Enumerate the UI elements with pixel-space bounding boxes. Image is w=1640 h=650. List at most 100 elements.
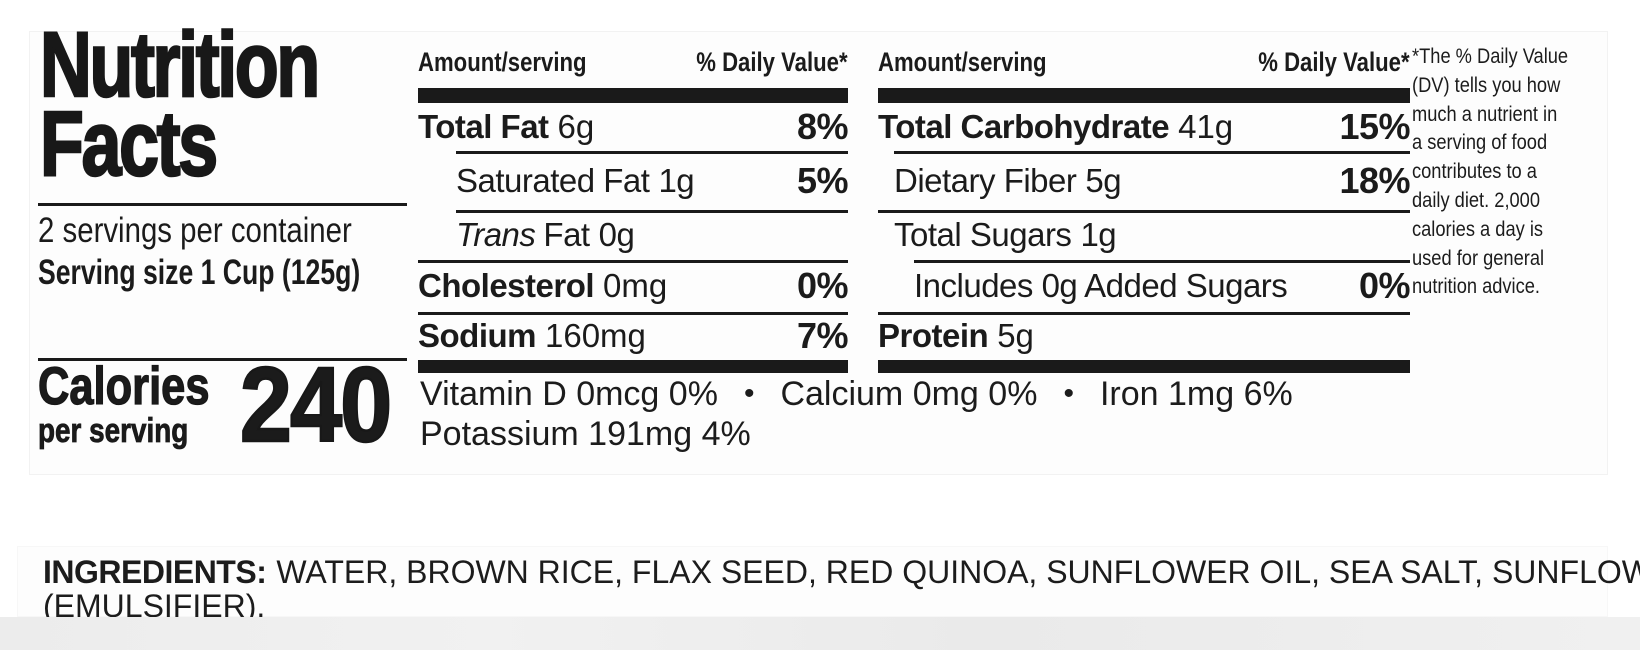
nutrient-amount: 160mg (545, 317, 646, 354)
nutrient-row-total-carbohydrate: Total Carbohydrate 41g 15% (878, 103, 1410, 151)
footnote-line: (DV) tells you how (1412, 72, 1561, 97)
bullet-separator: • (743, 377, 755, 410)
nutrient-name: Total Fat 6g (418, 108, 594, 146)
nutrient-row-added-sugars: Includes 0g Added Sugars 0% (878, 260, 1411, 312)
footnote-line: *The % Daily Value (1412, 44, 1569, 68)
nutrient-label: Saturated Fat (456, 161, 650, 199)
row-divider (878, 210, 1410, 213)
nutrient-label: Includes 0g Added Sugars (914, 267, 1288, 304)
nutrient-row-cholesterol: Cholesterol 0mg 0% (418, 260, 849, 312)
thick-divider (418, 360, 848, 373)
nutrient-amount: 1g (1080, 216, 1117, 253)
amount-per-serving-header: Amount/serving (878, 47, 1047, 77)
nutrient-row-trans-fat: Trans Fat 0g (418, 210, 848, 260)
nutrient-amount: 5g (1085, 161, 1122, 199)
nutrient-column-2: Amount/serving % Daily Value* Total Carb… (878, 48, 1411, 389)
divider-under-title (38, 203, 407, 206)
column-1-header: Amount/serving % Daily Value* (418, 48, 848, 78)
nutrient-name: Protein 5g (878, 317, 1034, 355)
nutrient-name: Total Sugars 1g (894, 216, 1117, 254)
nutrient-label: Total Fat (418, 108, 549, 145)
nutrient-name: Trans Fat 0g (456, 216, 635, 254)
nutrient-amount: 0mg (603, 267, 668, 304)
nutrient-amount: 6g (557, 108, 595, 145)
nutrition-facts-panel: Nutrition Facts 2 servings per container… (30, 18, 1607, 474)
panel-title-line1: Nutrition (39, 14, 321, 116)
daily-value: 5% (796, 159, 849, 201)
nutrient-column-1: Amount/serving % Daily Value* Total Fat 6… (418, 48, 849, 389)
ingredients-line-1: INGREDIENTS: WATER, BROWN RICE, FLAX SEED… (43, 554, 1640, 590)
footnote-line: a serving of food (1412, 130, 1548, 155)
row-divider (894, 151, 1410, 154)
potassium-value: Potassium 191mg 4% (420, 415, 751, 453)
panel-title: Nutrition Facts (39, 14, 321, 195)
row-divider (418, 260, 848, 263)
nutrient-amount: 5g (997, 317, 1034, 354)
nutrient-amount: 1g (658, 161, 695, 199)
nutrient-row-dietary-fiber: Dietary Fiber 5g 18% (878, 151, 1410, 210)
footnote-line: daily diet. 2,000 (1412, 187, 1541, 212)
micronutrients-line-1: Vitamin D 0mcg 0% • Calcium 0mg 0% • Iro… (420, 374, 1293, 414)
iron-value: Iron 1mg 6% (1099, 374, 1293, 413)
daily-value-header: % Daily Value* (696, 47, 848, 77)
thick-divider (878, 88, 1410, 103)
thick-divider (418, 88, 848, 103)
nutrient-label: Total Sugars (894, 216, 1072, 253)
nutrient-name: Sodium 160mg (418, 317, 646, 355)
nutrient-label: Cholesterol (418, 267, 595, 304)
footnote-line: calories a day is (1412, 216, 1544, 241)
nutrient-row-total-sugars: Total Sugars 1g (878, 210, 1410, 260)
daily-value: 0% (796, 265, 849, 306)
row-divider (456, 210, 848, 213)
daily-value: 0% (1358, 265, 1411, 306)
nutrient-name: Includes 0g Added Sugars (914, 267, 1288, 305)
nutrient-name: Dietary Fiber 5g (894, 161, 1122, 200)
nutrient-row-total-fat: Total Fat 6g 8% (418, 103, 849, 151)
calories-per-serving-label: per serving (38, 412, 189, 450)
daily-value: 8% (796, 106, 849, 147)
row-divider (914, 260, 1410, 263)
packaging-edge-texture (0, 617, 1640, 650)
nutrient-name: Total Carbohydrate 41g (878, 108, 1233, 146)
nutrient-row-protein: Protein 5g (878, 312, 1410, 360)
ingredients-section: INGREDIENTS: WATER, BROWN RICE, FLAX SEED… (18, 547, 1640, 622)
serving-size: Serving size 1 Cup (125g) (38, 253, 361, 292)
calories-value: 240 (239, 346, 393, 464)
ingredients-list: WATER, BROWN RICE, FLAX SEED, RED QUINOA… (276, 554, 1640, 590)
servings-per-container: 2 servings per container (38, 211, 352, 250)
amount-per-serving-header: Amount/serving (418, 47, 587, 77)
row-divider (878, 312, 1410, 315)
nutrient-label: Fat (543, 216, 590, 253)
footnote-line: much a nutrient in (1412, 101, 1558, 126)
ingredients-line-2: (EMULSIFIER). (43, 587, 266, 624)
nutrient-name: Saturated Fat 1g (456, 161, 695, 200)
footnote-line: contributes to a (1412, 159, 1537, 184)
daily-value: 18% (1339, 159, 1410, 201)
daily-value-footnote: *The % Daily Value (DV) tells you how mu… (1412, 42, 1612, 301)
nutrient-row-sodium: Sodium 160mg 7% (418, 312, 849, 360)
nutrient-amount: 41g (1178, 108, 1234, 145)
footnote-line: nutrition advice. (1412, 274, 1541, 299)
ingredients-label: INGREDIENTS: (43, 554, 267, 590)
micronutrients-section: Vitamin D 0mcg 0% • Calcium 0mg 0% • Iro… (420, 374, 1293, 454)
nutrient-label-italic: Trans (456, 216, 536, 253)
calories-label: Calories (37, 357, 210, 416)
nutrient-label: Dietary Fiber (894, 161, 1077, 199)
panel-title-line2: Facts (39, 93, 219, 195)
nutrient-amount: 0g (598, 216, 635, 253)
nutrient-name: Cholesterol 0mg (418, 267, 667, 305)
nutrient-label: Total Carbohydrate (878, 108, 1170, 145)
nutrient-label: Sodium (418, 317, 537, 354)
row-divider (456, 151, 848, 154)
vitamin-d-value: Vitamin D 0mcg 0% (420, 374, 718, 413)
thick-divider (878, 360, 1410, 373)
nutrient-label: Protein (878, 317, 989, 354)
calcium-value: Calcium 0mg 0% (780, 374, 1038, 413)
daily-value: 15% (1339, 106, 1410, 147)
daily-value-header: % Daily Value* (1258, 47, 1410, 77)
column-2-header: Amount/serving % Daily Value* (878, 48, 1410, 78)
row-divider (418, 312, 848, 315)
footnote-line: used for general (1412, 245, 1545, 270)
bullet-separator: • (1063, 377, 1074, 410)
